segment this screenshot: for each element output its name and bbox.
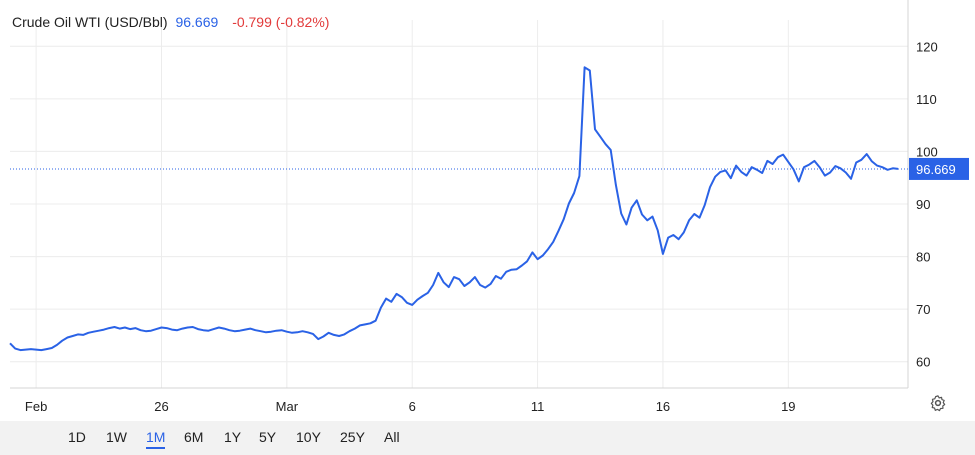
chart-legend: Crude Oil WTI (USD/Bbl) 96.669 -0.799 (-… xyxy=(12,14,329,30)
y-tick-label: 70 xyxy=(916,302,930,317)
range-button-1y[interactable]: 1Y xyxy=(224,429,242,445)
symbol-label: Crude Oil WTI (USD/Bbl) xyxy=(12,14,168,30)
y-tick-label: 80 xyxy=(916,250,930,265)
range-button-6m[interactable]: 6M xyxy=(184,429,204,445)
last-price-label-text: 96.669 xyxy=(916,162,956,177)
time-range-selector: 1D 1W 1M 6M 1Y 5Y 10Y 25Y All xyxy=(0,421,975,455)
range-button-25y[interactable]: 25Y xyxy=(340,429,365,445)
price-value: 96.669 xyxy=(175,14,219,30)
range-button-5y[interactable]: 5Y xyxy=(259,429,277,445)
x-tick-label: Feb xyxy=(25,399,47,414)
range-button-1m[interactable]: 1M xyxy=(146,427,166,449)
price-chart: 60 70 80 90 100 110 120 Feb 26 Mar 6 11 16 19 96.669 xyxy=(9,0,969,414)
x-tick-label: Mar xyxy=(276,399,299,414)
price-change: -0.799 (-0.82%) xyxy=(232,14,330,30)
x-tick-label: 16 xyxy=(656,399,670,414)
grid-lines xyxy=(10,20,908,388)
x-tick-label: 11 xyxy=(531,399,545,414)
tick-labels: 60 70 80 90 100 110 120 Feb 26 Mar 6 11 16 19 96.669 xyxy=(25,39,969,414)
range-button-10y[interactable]: 10Y xyxy=(296,429,321,445)
last-price-label-bg xyxy=(909,157,969,180)
y-tick-label: 110 xyxy=(916,92,937,107)
series-line-crude-oil xyxy=(9,66,899,352)
x-tick-label: 6 xyxy=(409,399,416,414)
range-button-1w[interactable]: 1W xyxy=(106,429,127,445)
y-tick-label: 90 xyxy=(916,197,930,212)
last-price-label: 96.669 xyxy=(909,157,969,180)
range-button-1d[interactable]: 1D xyxy=(68,429,86,445)
x-tick-label: 19 xyxy=(781,399,795,414)
x-tick-label: 26 xyxy=(154,399,168,414)
y-tick-label: 120 xyxy=(916,39,938,54)
series-layer xyxy=(9,66,899,352)
y-tick-label: 60 xyxy=(916,355,930,370)
y-tick-label: 100 xyxy=(916,144,938,159)
axes xyxy=(10,0,909,389)
range-button-all[interactable]: All xyxy=(384,429,400,445)
gear-icon[interactable] xyxy=(929,394,947,412)
